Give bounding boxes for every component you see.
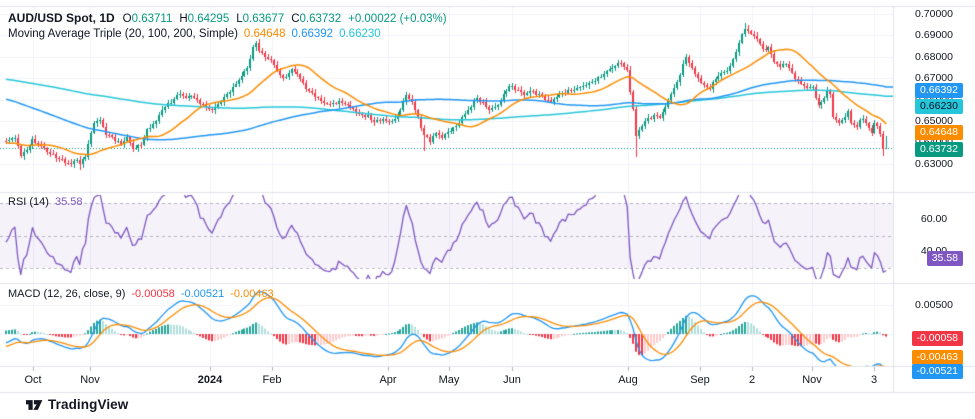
time-scale[interactable]: Oct Nov 2024 Feb Apr May Jun Aug Sep 2 N… bbox=[0, 367, 975, 393]
time-tick-label: Sep bbox=[690, 374, 710, 386]
ma-indicator-title[interactable]: Moving Average Triple (20, 100, 200, Sim… bbox=[8, 28, 238, 40]
rsi-tick-label: 60.00 bbox=[920, 213, 948, 225]
tradingview-logo[interactable]: TradingView bbox=[26, 397, 128, 412]
symbol-legend-row: AUD/USD Spot, 1D O0.63711 H0.64295 L0.63677… bbox=[8, 10, 447, 26]
ma100-value: 0.66392 bbox=[291, 28, 334, 40]
time-tick-label: May bbox=[438, 374, 460, 386]
time-tick-label: Apr bbox=[379, 374, 397, 386]
time-tick-label: Oct bbox=[24, 374, 42, 386]
macd-line-badge: -0.00521 bbox=[911, 364, 963, 379]
macd-legend-row: MACD (12, 26, close, 9) -0.00058 -0.00521-… bbox=[8, 288, 274, 300]
last-price-badge: 0.63732 bbox=[915, 142, 963, 157]
close-value: 0.63732 bbox=[299, 13, 342, 25]
time-tick-label: 3 bbox=[870, 374, 878, 386]
time-tick-label: Aug bbox=[618, 374, 638, 386]
price-tick-label: 0.65000 bbox=[915, 115, 953, 127]
price-tick-label: 0.69000 bbox=[915, 29, 953, 41]
time-tick-label: 2 bbox=[748, 374, 756, 386]
ma20-price-badge: 0.64648 bbox=[915, 125, 963, 140]
macd-hist-badge: -0.00058 bbox=[911, 331, 963, 346]
legend: AUD/USD Spot, 1D O0.63711 H0.64295 L0.63677… bbox=[8, 10, 447, 42]
ma200-price-badge: 0.66230 bbox=[915, 99, 963, 114]
ma100-price-badge: 0.66392 bbox=[915, 83, 963, 98]
time-tick-label: Nov bbox=[802, 374, 822, 386]
high-value: 0.64295 bbox=[187, 13, 230, 25]
macd-signal-value: -0.00463 bbox=[230, 288, 274, 300]
change-value: +0.00022 (+0.03%) bbox=[348, 13, 447, 25]
open-label: O bbox=[122, 13, 132, 25]
rsi-badge: 35.58 bbox=[926, 251, 963, 266]
time-tick-label-year: 2024 bbox=[197, 374, 223, 386]
price-tick-label: 0.68000 bbox=[915, 51, 953, 63]
ma-legend-row: Moving Average Triple (20, 100, 200, Sim… bbox=[8, 26, 447, 42]
time-tick-label: Nov bbox=[80, 374, 100, 386]
macd-hist-value: -0.00058 bbox=[131, 288, 175, 300]
price-scale[interactable]: 0.70000 0.69000 0.68000 0.67000 0.66000 … bbox=[893, 6, 975, 379]
low-value: 0.63677 bbox=[242, 13, 285, 25]
macd-line-value: -0.00521 bbox=[180, 288, 225, 300]
price-tick-label: 0.70000 bbox=[915, 8, 953, 20]
macd-signal-badge: -0.00463 bbox=[911, 350, 963, 365]
rsi-value: 35.58 bbox=[54, 196, 83, 208]
low-label: L bbox=[236, 13, 243, 25]
ma20-value: 0.64648 bbox=[243, 28, 286, 40]
time-tick-label: Jun bbox=[503, 374, 521, 386]
ma200-value: 0.66230 bbox=[339, 28, 381, 40]
macd-indicator-title[interactable]: MACD (12, 26, close, 9) bbox=[8, 288, 126, 300]
open-value: 0.63711 bbox=[131, 13, 173, 25]
price-tick-label: 0.67000 bbox=[915, 72, 953, 84]
tradingview-logo-text: TradingView bbox=[48, 397, 129, 412]
rsi-indicator-title[interactable]: RSI (14) bbox=[8, 196, 49, 208]
symbol-title[interactable]: AUD/USD Spot, 1D bbox=[8, 11, 115, 25]
macd-tick-label: 0.00500 bbox=[915, 299, 953, 311]
high-label: H bbox=[179, 13, 188, 25]
time-tick-label: Feb bbox=[262, 374, 282, 386]
close-label: C bbox=[291, 13, 300, 25]
tradingview-icon bbox=[26, 398, 43, 412]
price-tick-label: 0.63000 bbox=[915, 158, 953, 170]
rsi-legend-row: RSI (14) 35.58 bbox=[8, 196, 83, 208]
